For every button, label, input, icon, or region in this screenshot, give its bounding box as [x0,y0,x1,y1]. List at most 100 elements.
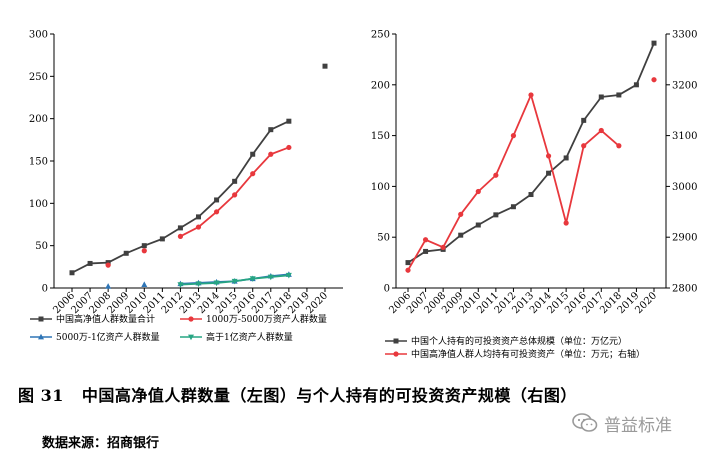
y-tick-label: 50 [35,241,48,252]
legend-marker [393,351,399,357]
legend-label: 中国高净值人群人均持有可投资资产（单位：万元；右轴） [411,348,645,360]
y-tick-label: 0 [384,284,390,295]
data-point [633,82,639,88]
data-point [616,143,622,149]
data-point [87,260,93,266]
data-point [195,224,202,230]
data-point [159,236,165,242]
x-tick-label: 2020 [304,290,330,316]
data-point [651,40,657,46]
y-tick-label: 150 [29,157,48,168]
y-right-tick-label: 3000 [672,182,697,193]
data-point [510,204,516,210]
data-point [232,178,238,184]
data-point [493,172,499,178]
data-point [214,197,220,203]
y-tick-label: 200 [29,114,48,125]
data-point [177,225,183,231]
data-point [69,270,75,276]
data-point [177,282,184,288]
data-point [510,133,517,139]
figure-title: 中国高净值人群数量（左图）与个人持有的可投资资产规模（右图） [81,386,577,405]
y-right-tick-label: 3100 [672,131,697,142]
data-point [422,237,429,243]
y-right-tick-label: 3300 [672,30,697,41]
data-point [405,260,411,266]
data-point [141,248,147,254]
y-right-tick-label: 2800 [672,284,697,295]
data-point [581,117,587,123]
legend-marker [38,333,44,340]
data-point [405,267,411,273]
series-line [180,146,290,238]
legend-marker [393,338,399,344]
data-point [177,233,184,239]
legend-label: 中国高净值人群数量合计 [56,313,155,325]
y-tick-label: 100 [29,199,48,210]
y-tick-label: 50 [377,233,390,244]
data-point [528,92,534,98]
data-point [423,248,429,254]
data-point [249,276,256,282]
data-point [213,280,220,287]
data-point [563,155,569,161]
data-point [196,214,201,220]
charts-canvas: 0501001502002503002006200720082009201020… [29,30,698,361]
y-tick-label: 100 [371,182,390,193]
data-point [286,144,292,151]
data-point [563,220,569,226]
data-point [598,94,604,100]
data-point [546,170,552,176]
data-point [440,244,446,250]
series-line [71,120,290,274]
data-point [475,188,481,195]
data-point [286,118,292,124]
y-right-tick-label: 3200 [672,80,697,91]
data-point [268,151,274,157]
data-point [322,63,328,69]
legend-label: 5000万-1亿资产人群数量 [56,331,160,343]
y-tick-label: 250 [371,30,390,41]
data-point [458,232,464,238]
data-point [545,153,552,159]
legend-label: 中国个人持有的可投资资产总体规模（单位：万亿元） [411,335,627,347]
data-point [232,192,238,198]
data-point [581,143,587,149]
data-point [268,127,274,133]
data-point [616,92,622,98]
series-line [407,42,655,264]
watermark-text: 普益标准 [604,415,672,436]
legend-marker [188,316,194,322]
left-chart: 0501001502002503002006200720082009201020… [29,30,343,343]
data-source: 数据来源：招商银行 [42,436,160,451]
data-point [250,171,256,177]
legend-label: 高于1亿资产人群数量 [206,331,293,343]
data-point [250,151,256,157]
data-point [598,127,604,134]
figure-caption: 图 31 中国高净值人群数量（左图）与个人持有的可投资资产规模（右图） [18,382,577,406]
data-point [458,211,464,217]
data-point [213,209,220,215]
legend-marker [38,316,44,322]
watermark: 普益标准 [572,410,672,436]
series-line [407,94,620,271]
data-point [105,283,112,289]
data-point [493,212,499,218]
right-chart: 0501001502002502800290030003100320033002… [371,30,698,361]
data-point [105,262,111,268]
wechat-icon [572,413,598,432]
y-tick-label: 0 [42,284,48,295]
legend-marker [188,334,194,341]
data-point [267,274,274,281]
data-point [285,272,292,279]
data-point [528,192,534,198]
y-right-tick-label: 2900 [672,233,697,244]
data-point [141,281,148,288]
data-point [651,77,657,83]
data-point [475,222,481,228]
data-point [195,281,202,287]
y-tick-label: 250 [29,72,48,83]
data-point [141,243,147,249]
data-point [231,278,238,285]
y-tick-label: 150 [371,131,390,142]
